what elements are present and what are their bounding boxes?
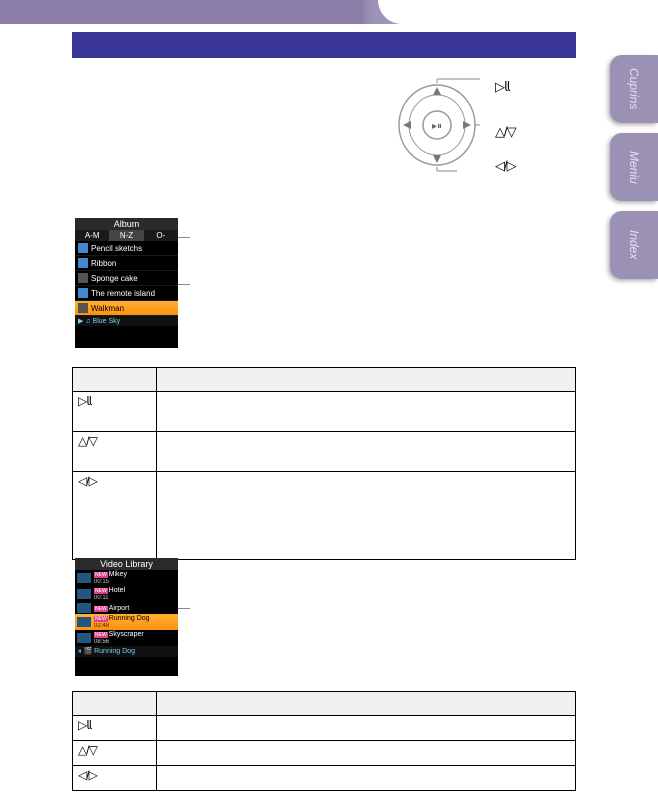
album-screen: Album A-M N-Z O- Pencil sketchs Ribbon S…	[75, 218, 178, 348]
album-tab: A-M	[75, 230, 109, 241]
control-pad-icon: ▸⏸	[395, 77, 480, 172]
section-title-bar	[72, 32, 576, 58]
table-desc-cell	[157, 472, 576, 560]
video-item: NEWSkyscraper08:56	[75, 630, 178, 646]
callout-line	[178, 284, 190, 285]
table-icon-cell: ◁/▷	[73, 472, 157, 560]
table-icon-cell: △/▽	[73, 432, 157, 472]
svg-text:▸⏸: ▸⏸	[432, 121, 442, 132]
table-icon-cell: ▷𝗅𝗅	[73, 392, 157, 432]
video-item: NEWMikey00:15	[75, 570, 178, 586]
side-tabs: Cuprins Meniu Index	[610, 55, 658, 289]
top-banner	[0, 0, 658, 24]
label-play-pause: ▷𝗅𝗅	[495, 79, 509, 95]
album-tab: N-Z	[109, 230, 143, 241]
table-desc-cell	[157, 741, 576, 766]
callout-line	[178, 237, 190, 238]
video-item: NEWAirport	[75, 602, 178, 614]
table-icon-cell: ▷𝗅𝗅	[73, 716, 157, 741]
album-list: Pencil sketchs Ribbon Sponge cake The re…	[75, 241, 178, 316]
album-item: Pencil sketchs	[75, 241, 178, 256]
label-left-right: ◁/▷	[495, 158, 516, 174]
table-header	[73, 692, 157, 716]
control-diagram: ▸⏸ ▷𝗅𝗅 △/▽ ◁/▷	[395, 72, 575, 192]
album-item-selected: Walkman	[75, 301, 178, 316]
album-tab: O-	[144, 230, 178, 241]
video-item: NEWHotel00:11	[75, 586, 178, 602]
controls-table-2: ▷𝗅𝗅 △/▽ ◁/▷	[72, 691, 576, 791]
table-icon-cell: △/▽	[73, 741, 157, 766]
callout-line	[178, 608, 190, 609]
tab-meniu[interactable]: Meniu	[610, 133, 658, 201]
album-item: Sponge cake	[75, 271, 178, 286]
album-nowplaying: ▶ ♫ Blue Sky	[75, 316, 178, 326]
album-tabs: A-M N-Z O-	[75, 230, 178, 241]
table-desc-cell	[157, 716, 576, 741]
tab-cuprins[interactable]: Cuprins	[610, 55, 658, 123]
table-header	[73, 368, 157, 392]
album-item: The remote island	[75, 286, 178, 301]
tab-index[interactable]: Index	[610, 211, 658, 279]
table-desc-cell	[157, 432, 576, 472]
video-nowplaying: ⏸ 🎬 Running Dog	[75, 646, 178, 657]
album-title: Album	[75, 218, 178, 230]
video-item-selected: NEWRunning Dog02:48	[75, 614, 178, 630]
table-icon-cell: ◁/▷	[73, 766, 157, 791]
album-item: Ribbon	[75, 256, 178, 271]
video-list: NEWMikey00:15 NEWHotel00:11 NEWAirport N…	[75, 570, 178, 646]
table-header	[157, 692, 576, 716]
table-desc-cell	[157, 392, 576, 432]
label-up-down: △/▽	[495, 124, 516, 140]
table-header	[157, 368, 576, 392]
table-desc-cell	[157, 766, 576, 791]
video-screen: Video Library NEWMikey00:15 NEWHotel00:1…	[75, 558, 178, 676]
video-title: Video Library	[75, 558, 178, 570]
controls-table-1: ▷𝗅𝗅 △/▽ ◁/▷	[72, 367, 576, 560]
